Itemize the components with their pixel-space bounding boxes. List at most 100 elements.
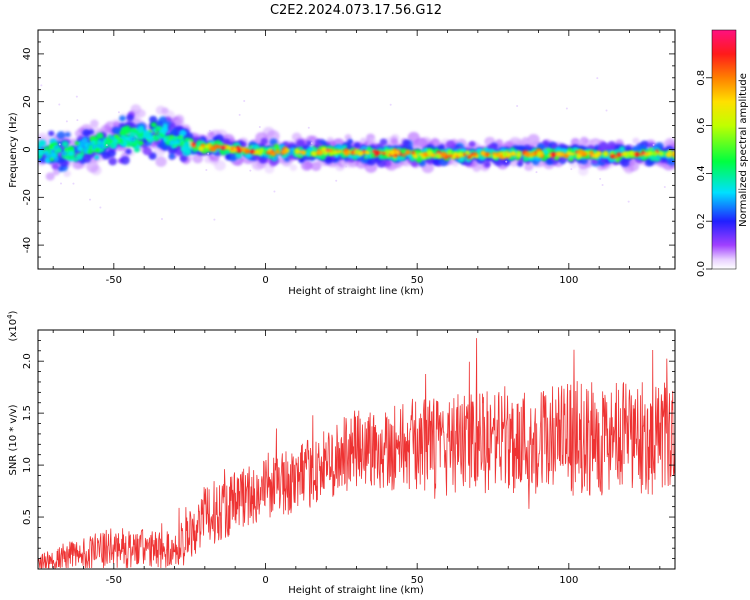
heatmap-cell (97, 140, 102, 144)
heatmap-cell (295, 139, 305, 148)
heatmap-cell (52, 169, 60, 176)
heatmap-cell (524, 162, 534, 171)
heatmap-cell (632, 137, 640, 145)
heatmap-cell (254, 144, 261, 150)
heatmap-cell (49, 157, 54, 161)
heatmap-cell (568, 151, 573, 156)
x-tick-label: -50 (106, 575, 122, 586)
heatmap-cell (150, 122, 157, 128)
heatmap-cell (413, 154, 419, 159)
heatmap-cell (486, 152, 491, 156)
heatmap-cell (94, 147, 101, 153)
heatmap-cell (142, 146, 152, 156)
heatmap-cell (45, 172, 55, 181)
heatmap-speck (307, 126, 310, 129)
snr-x-ticks: -50 0 50 100 (52, 330, 661, 586)
heatmap-cell (457, 151, 462, 156)
heatmap-cell (298, 157, 305, 164)
spectrogram-heatmap (38, 77, 675, 221)
heatmap-cell (81, 137, 88, 144)
colorbar-gradient (711, 29, 737, 270)
heatmap-cell (353, 142, 361, 149)
heatmap-cell (641, 150, 646, 155)
heatmap-speck (565, 107, 568, 110)
colorbar-tick-label: 0.8 (696, 70, 707, 86)
heatmap-cell (229, 154, 238, 162)
heatmap-cell (329, 151, 334, 156)
heatmap-cell (149, 115, 158, 124)
heatmap-cell (542, 149, 548, 155)
heatmap-speck (208, 129, 211, 132)
heatmap-speck (60, 182, 63, 185)
y-tick-label: 1.0 (22, 457, 33, 473)
heatmap-speck (160, 218, 163, 221)
heatmap-cell (329, 148, 334, 153)
heatmap-cell (120, 132, 126, 137)
heatmap-cell (609, 153, 616, 159)
heatmap-cell (270, 151, 277, 157)
heatmap-speck (310, 142, 313, 145)
y-tick-label: 2.0 (22, 353, 33, 369)
heatmap-cell (82, 129, 91, 137)
heatmap-cell (616, 152, 622, 158)
heatmap-cell (155, 128, 159, 132)
heatmap-cell (289, 164, 298, 172)
heatmap-cell (68, 145, 74, 152)
heatmap-cell (184, 137, 190, 143)
heatmap-cell (568, 156, 574, 162)
heatmap-cell (68, 150, 75, 157)
heatmap-cell (343, 150, 350, 156)
heatmap-cell (108, 157, 117, 166)
heatmap-cell (138, 140, 144, 146)
heatmap-cell (366, 146, 372, 152)
heatmap-speck (389, 103, 392, 106)
heatmap-cell (51, 163, 60, 171)
heatmap-cell (220, 145, 226, 151)
heatmap-speck (601, 183, 604, 186)
heatmap-cell (358, 152, 362, 157)
heatmap-cell (156, 119, 164, 126)
heatmap-cell (173, 140, 180, 146)
heatmap-cell (165, 135, 171, 140)
heatmap-cell (300, 150, 307, 156)
heatmap-cell (390, 138, 399, 146)
heatmap-cell (646, 152, 651, 157)
heatmap-cell (338, 149, 343, 153)
x-tick-label: 0 (262, 275, 268, 286)
heatmap-cell (418, 152, 423, 156)
heatmap-cell (110, 135, 115, 140)
heatmap-layer (38, 126, 675, 161)
heatmap-speck (72, 182, 75, 185)
heatmap-cell (154, 137, 159, 142)
spectrogram-y-ticks: -40 -20 0 20 40 (22, 29, 675, 270)
heatmap-speck (258, 126, 261, 129)
heatmap-cell (94, 154, 100, 160)
colorbar: 0.0 0.2 0.4 0.6 0.8 Normalized spectral ampl… (696, 29, 749, 277)
x-tick-label: -50 (106, 275, 122, 286)
heatmap-cell (216, 144, 222, 149)
heatmap-cell (502, 152, 508, 157)
heatmap-cell (185, 148, 192, 154)
heatmap-cell (671, 150, 675, 155)
heatmap-speck (273, 190, 276, 193)
heatmap-cell (276, 150, 280, 155)
heatmap-cell (130, 104, 142, 115)
colorbar-tick-label: 0.0 (696, 261, 707, 277)
heatmap-cell (125, 148, 132, 155)
heatmap-cell (470, 152, 475, 157)
heatmap-cell (273, 143, 281, 151)
heatmap-cell (63, 170, 71, 178)
heatmap-speck (117, 111, 120, 114)
heatmap-speck (122, 151, 125, 154)
heatmap-speck (213, 218, 216, 221)
spectrogram-x-axis-label: Height of straight line (km) (288, 286, 424, 297)
heatmap-cell (404, 149, 411, 156)
heatmap-cell (199, 146, 204, 150)
heatmap-speck (627, 200, 630, 203)
heatmap-cell (104, 140, 109, 145)
heatmap-cell (50, 152, 57, 158)
heatmap-cell (407, 131, 420, 144)
heatmap-cell (282, 149, 288, 155)
heatmap-cell (90, 119, 99, 128)
heatmap-cell (171, 136, 176, 141)
